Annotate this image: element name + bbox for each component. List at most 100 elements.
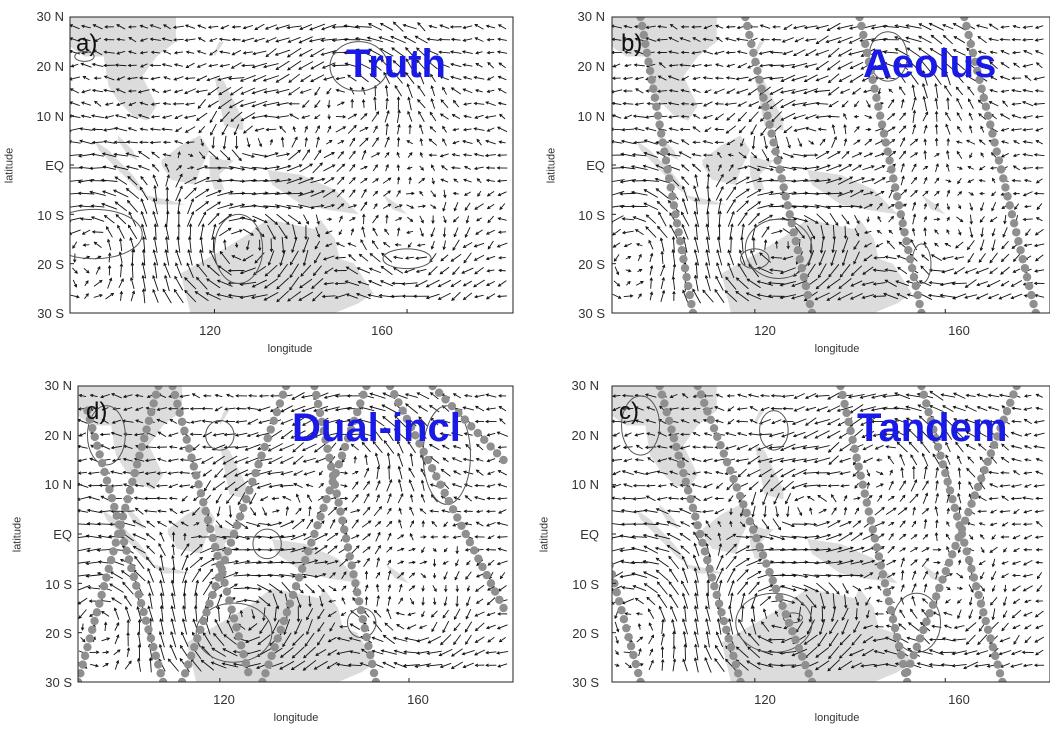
wind-vector (646, 63, 656, 67)
wind-vector-head (727, 249, 731, 254)
wind-vector-head (368, 279, 372, 284)
wind-vector (326, 87, 332, 95)
wind-vector (91, 216, 105, 222)
wind-vector-head (80, 62, 85, 66)
wind-vector-head (912, 109, 917, 114)
wind-vector (987, 279, 1001, 287)
wind-vector (681, 75, 689, 81)
track-sample (656, 129, 666, 138)
wind-vector (140, 63, 148, 68)
wind-vector-head (779, 295, 784, 300)
wind-vector (441, 419, 451, 424)
wind-vector (911, 97, 917, 111)
wind-vector-head (354, 24, 359, 29)
lat-tick: 30 N (36, 9, 64, 24)
wind-vector-head (103, 37, 108, 42)
track-sample (803, 290, 813, 300)
wind-vector-head (924, 124, 928, 129)
wind-vector (405, 72, 415, 84)
wind-vector (487, 432, 496, 436)
wind-vector-head (181, 618, 186, 622)
wind-vector-head (620, 165, 624, 170)
wind-vector (923, 177, 928, 185)
wind-vector (873, 269, 886, 272)
wind-vector-head (442, 208, 446, 212)
wind-vector-head (744, 211, 748, 216)
wind-vector (793, 114, 806, 119)
wind-vector-head (258, 394, 263, 398)
wind-vector (410, 494, 413, 503)
wind-vector (224, 407, 236, 410)
wind-vector (226, 493, 235, 504)
wind-vector-head (146, 482, 150, 486)
track-sample (1022, 272, 1032, 282)
wind-vector-head (671, 275, 676, 280)
wind-vector (116, 50, 126, 55)
wind-vector-head (122, 581, 126, 586)
wind-vector-head (341, 163, 346, 168)
land-mass (142, 194, 186, 205)
track-sample (900, 228, 909, 237)
wind-vector (814, 89, 831, 93)
wind-vector (978, 61, 987, 70)
wind-vector-head (1034, 50, 1039, 54)
wind-vector-head (251, 154, 256, 158)
wind-vector (303, 429, 316, 439)
wind-vector (251, 294, 268, 299)
wind-vector-head (324, 545, 328, 549)
wind-vector-head (836, 26, 841, 30)
wind-vector (93, 280, 103, 287)
wind-vector (736, 38, 749, 41)
wind-vector-head (353, 204, 358, 208)
wind-vector-head (977, 50, 982, 54)
wind-vector (474, 203, 484, 210)
wind-vector (289, 276, 300, 291)
wind-vector-head (727, 153, 732, 157)
wind-vector-head (706, 173, 711, 177)
wind-vector (498, 483, 508, 488)
wind-vector-head (1000, 154, 1005, 158)
wind-vector (614, 254, 620, 262)
wind-vector-head (406, 230, 410, 234)
wind-vector (1036, 217, 1043, 222)
wind-vector-head (352, 596, 356, 601)
wind-vector-head (301, 447, 306, 452)
wind-vector-head (266, 471, 271, 476)
wind-vector-head (691, 64, 695, 68)
wind-vector-head (442, 457, 447, 461)
wind-vector-head (624, 50, 628, 55)
wind-vector-head (306, 616, 310, 621)
wind-vector-head (388, 520, 393, 525)
wind-vector (351, 534, 360, 540)
wind-vector (883, 51, 899, 54)
wind-vector (169, 483, 178, 488)
wind-vector-head (649, 264, 654, 269)
wind-vector (253, 74, 267, 82)
wind-vector (78, 561, 91, 564)
wind-vector-head (891, 138, 896, 143)
wind-vector-head (227, 227, 232, 231)
wind-vector-head (379, 280, 384, 284)
wind-vector-head (657, 225, 661, 230)
wind-vector-head (902, 125, 907, 129)
wind-vector-head (425, 295, 430, 300)
wind-vector-head (486, 612, 491, 617)
wind-vector-head (497, 445, 502, 450)
wind-vector (888, 216, 894, 223)
wind-vector (280, 520, 294, 528)
wind-vector (202, 420, 213, 423)
wind-vector-head (398, 217, 403, 221)
wind-vector-head (661, 289, 666, 294)
wind-vector-head (182, 605, 186, 609)
wind-vector-head (882, 24, 886, 29)
wind-vector-head (429, 111, 433, 116)
wind-vector (715, 186, 724, 201)
wind-vector-head (313, 408, 317, 413)
wind-vector (463, 128, 472, 131)
wind-vector (487, 89, 495, 93)
wind-vector-head (905, 36, 909, 40)
wind-vector-head (452, 99, 457, 104)
wind-vector (368, 294, 383, 299)
wind-vector (94, 37, 102, 42)
wind-vector (841, 100, 849, 108)
